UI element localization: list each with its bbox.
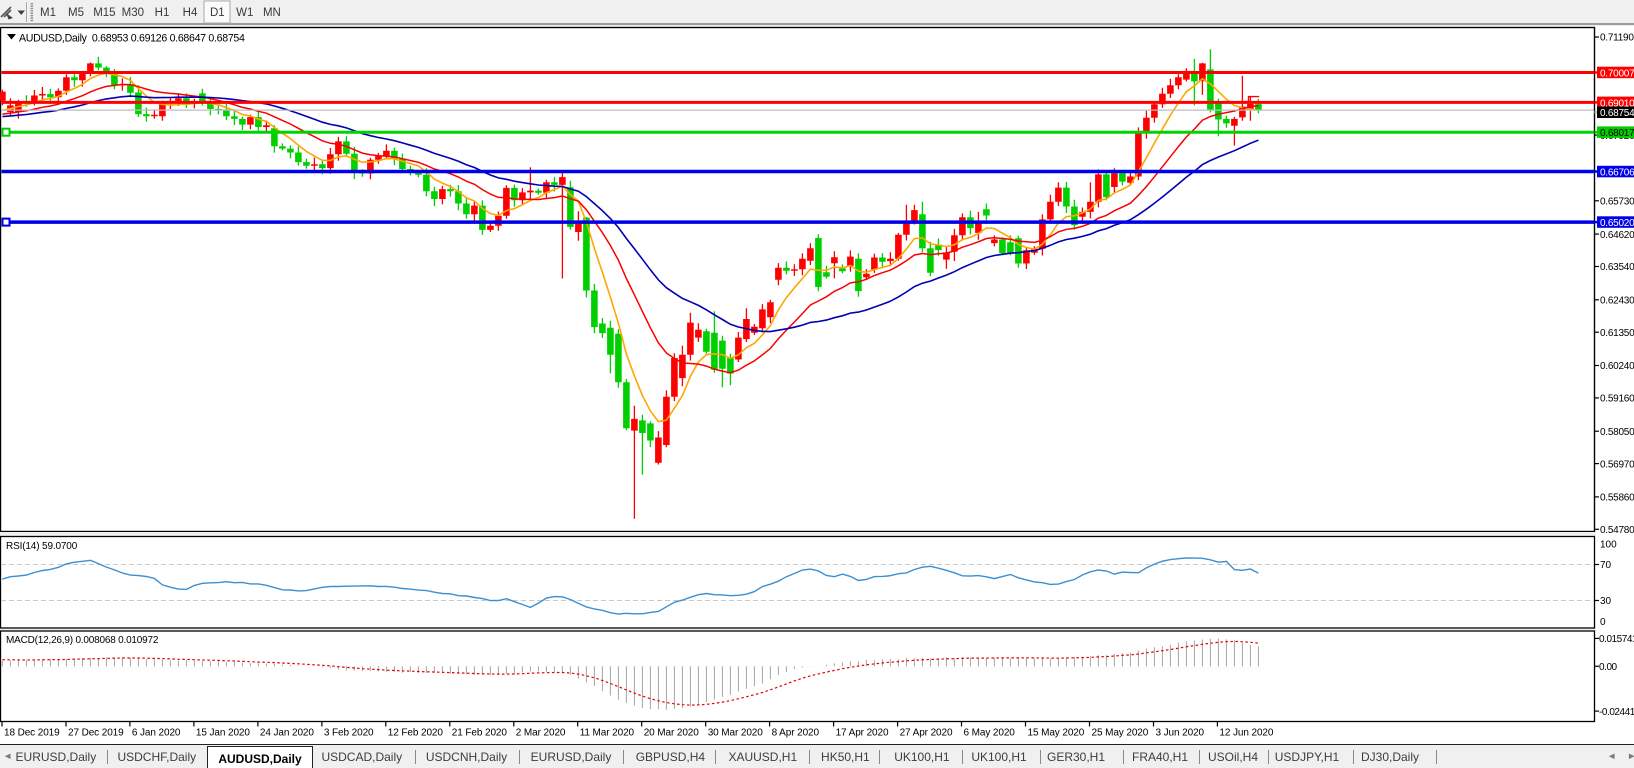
svg-text:15 Jan 2020: 15 Jan 2020	[196, 728, 250, 739]
svg-text:AUDUSD,Daily 0.68953 0.69126: AUDUSD,Daily 0.68953 0.69126 0.68647 0.6…	[19, 33, 245, 45]
svg-text:30 Mar 2020: 30 Mar 2020	[708, 728, 764, 739]
svg-text:0.68754: 0.68754	[1600, 108, 1634, 119]
svg-text:18 Dec 2019: 18 Dec 2019	[4, 728, 60, 739]
svg-text:17 Apr 2020: 17 Apr 2020	[836, 728, 889, 739]
svg-text:M15: M15	[93, 7, 115, 19]
svg-text:D1: D1	[210, 7, 225, 19]
svg-text:0.64620: 0.64620	[1600, 230, 1634, 241]
svg-text:0: 0	[1600, 617, 1606, 628]
svg-text:0.70007: 0.70007	[1600, 68, 1634, 79]
svg-text:H1: H1	[155, 7, 170, 19]
svg-text:27 Apr 2020: 27 Apr 2020	[900, 728, 953, 739]
svg-text:RSI(14) 59.0700: RSI(14) 59.0700	[6, 541, 78, 552]
svg-text:3 Feb 2020: 3 Feb 2020	[324, 728, 374, 739]
svg-text:11 Mar 2020: 11 Mar 2020	[580, 728, 635, 739]
svg-text:0.59160: 0.59160	[1600, 394, 1634, 405]
svg-text:0.63540: 0.63540	[1600, 262, 1634, 273]
svg-text:0.68017: 0.68017	[1600, 128, 1634, 139]
svg-text:MACD(12,26,9) 0.008068 0.01097: MACD(12,26,9) 0.008068 0.010972	[6, 635, 159, 646]
svg-text:M5: M5	[68, 7, 84, 19]
svg-text:0.00: 0.00	[1599, 662, 1618, 673]
svg-text:0.65730: 0.65730	[1600, 197, 1634, 208]
svg-text:0.66706: 0.66706	[1600, 167, 1634, 178]
svg-text:12 Jun 2020: 12 Jun 2020	[1219, 728, 1273, 739]
svg-text:24 Jan 2020: 24 Jan 2020	[260, 728, 314, 739]
svg-text:0.56970: 0.56970	[1600, 459, 1634, 470]
svg-text:2 Mar 2020: 2 Mar 2020	[516, 728, 566, 739]
svg-text:-0.02441: -0.02441	[1599, 707, 1634, 718]
svg-text:8 Apr 2020: 8 Apr 2020	[772, 728, 820, 739]
svg-text:6 Jan 2020: 6 Jan 2020	[132, 728, 181, 739]
svg-text:0.015741: 0.015741	[1599, 634, 1634, 645]
svg-text:0.69010: 0.69010	[1600, 98, 1634, 109]
svg-text:20 Mar 2020: 20 Mar 2020	[644, 728, 700, 739]
svg-text:0.65020: 0.65020	[1600, 218, 1634, 229]
svg-text:0.54780: 0.54780	[1600, 525, 1634, 536]
svg-text:M30: M30	[122, 7, 144, 19]
svg-text:H4: H4	[183, 7, 198, 19]
svg-text:0.55860: 0.55860	[1600, 493, 1634, 504]
svg-text:27 Dec 2019: 27 Dec 2019	[68, 728, 124, 739]
svg-text:0.58050: 0.58050	[1600, 427, 1634, 438]
svg-text:30: 30	[1600, 596, 1612, 607]
svg-text:70: 70	[1600, 560, 1612, 571]
svg-text:0.62430: 0.62430	[1600, 296, 1634, 307]
svg-text:25 May 2020: 25 May 2020	[1092, 728, 1149, 739]
svg-text:12 Feb 2020: 12 Feb 2020	[388, 728, 444, 739]
svg-text:MN: MN	[263, 7, 281, 19]
svg-text:3 Jun 2020: 3 Jun 2020	[1156, 728, 1205, 739]
svg-text:21 Feb 2020: 21 Feb 2020	[452, 728, 508, 739]
svg-text:0.60240: 0.60240	[1600, 361, 1634, 372]
svg-text:0.61350: 0.61350	[1600, 328, 1634, 339]
svg-text:W1: W1	[236, 7, 253, 19]
svg-text:M1: M1	[40, 7, 56, 19]
svg-text:6 May 2020: 6 May 2020	[964, 728, 1016, 739]
svg-text:0.71190: 0.71190	[1600, 33, 1634, 44]
svg-text:100: 100	[1600, 540, 1617, 551]
svg-text:15 May 2020: 15 May 2020	[1028, 728, 1085, 739]
